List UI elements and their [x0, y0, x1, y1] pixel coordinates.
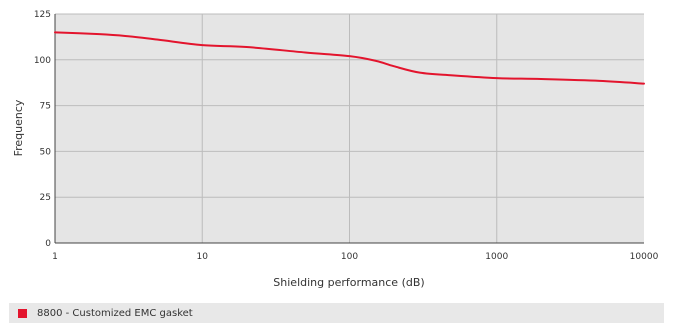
y-tick-label: 0	[45, 239, 51, 249]
x-axis-title: Shielding performance (dB)	[273, 276, 424, 289]
x-tick-label: 10000	[630, 252, 659, 262]
legend-label: 8800 - Customized EMC gasket	[37, 307, 193, 319]
y-tick-labels: 0 25 50 75 100 125	[34, 10, 51, 249]
legend-swatch	[18, 308, 27, 318]
x-tick-labels: 1 10 100 1000 10000	[52, 252, 658, 262]
y-axis-title: Frequency	[12, 99, 25, 156]
x-tick-label: 1	[52, 252, 58, 262]
y-tick-label: 125	[34, 10, 51, 20]
y-tick-label: 75	[40, 102, 51, 112]
grid	[55, 13, 644, 243]
y-tick-label: 25	[40, 193, 51, 203]
series-layer	[54, 31, 645, 85]
x-tick-label: 1000	[485, 252, 508, 262]
y-tick-label: 100	[34, 56, 51, 66]
y-tick-label: 50	[40, 147, 52, 157]
x-tick-label: 100	[341, 252, 358, 262]
legend: 8800 - Customized EMC gasket	[9, 303, 664, 323]
axes	[54, 14, 644, 244]
series-line	[54, 31, 645, 85]
x-tick-label: 10	[197, 252, 209, 262]
